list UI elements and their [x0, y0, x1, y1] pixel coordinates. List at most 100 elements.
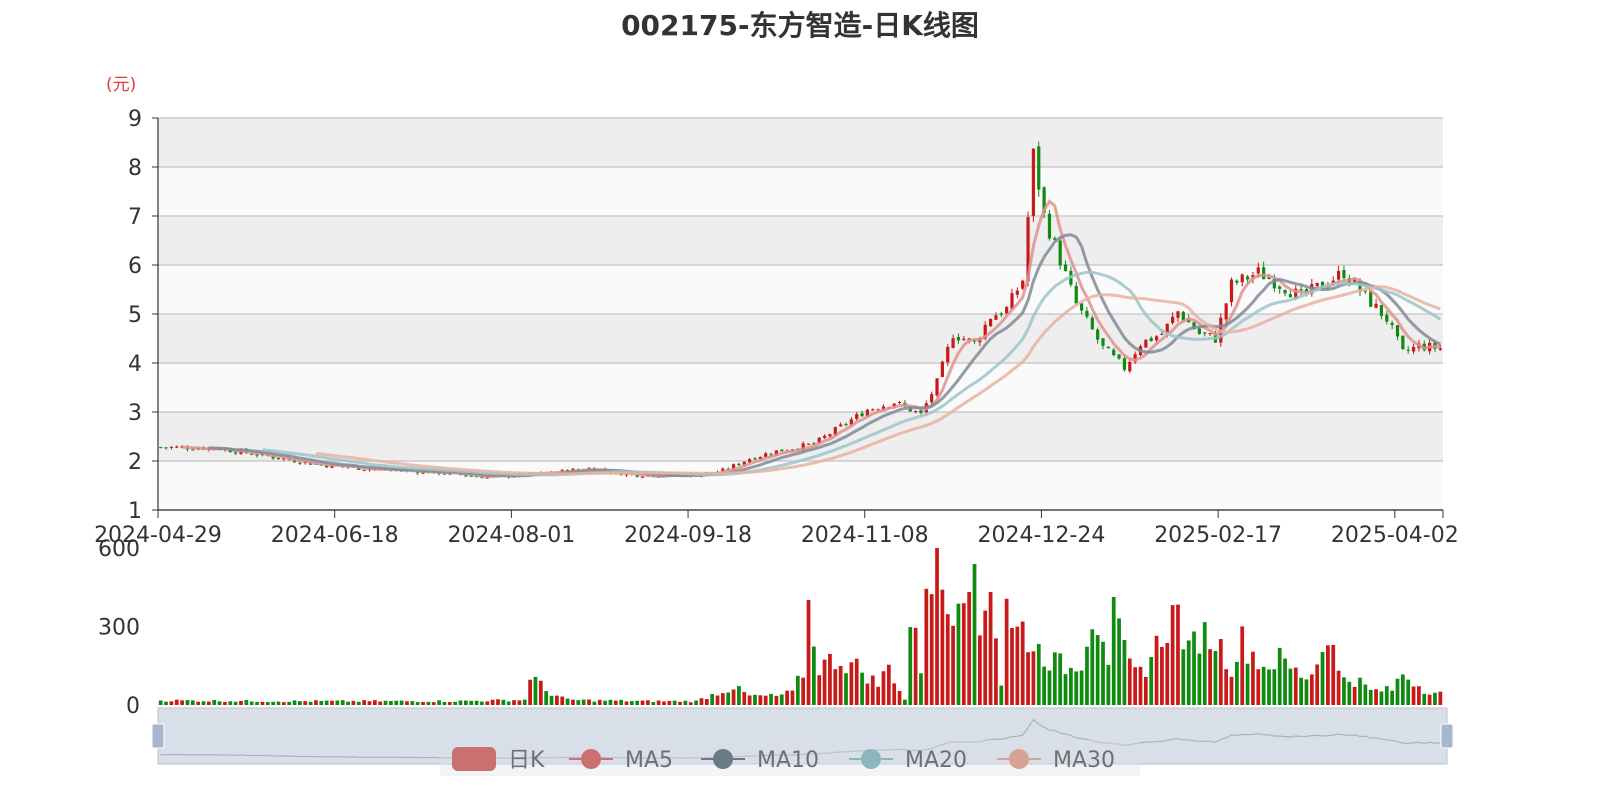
volume-bar	[865, 683, 870, 705]
volume-bar	[710, 693, 715, 705]
volume-bar	[1320, 652, 1325, 705]
legend-dot-icon	[581, 749, 601, 769]
volume-bar	[908, 627, 913, 705]
volume-bar	[683, 700, 688, 705]
volume-bar	[367, 701, 372, 705]
volume-bar	[308, 701, 313, 705]
candle-body	[844, 424, 848, 426]
volume-bar	[164, 701, 168, 705]
candle-body	[1085, 310, 1089, 317]
volume-bar	[1352, 686, 1357, 705]
volume-bar	[870, 675, 875, 705]
datazoom-right-handle[interactable]	[1440, 723, 1454, 749]
volume-tick-label: 0	[126, 694, 140, 719]
volume-bar	[463, 700, 468, 705]
candle-body	[1128, 361, 1132, 372]
volume-bar	[281, 702, 286, 705]
candle-body	[828, 434, 832, 437]
volume-bar	[271, 701, 275, 705]
volume-bar	[330, 700, 334, 705]
volume-bar	[597, 699, 602, 705]
volume-bar	[1085, 646, 1089, 705]
volume-bar	[501, 699, 506, 705]
volume-bar	[1192, 631, 1196, 705]
candle-body	[1358, 281, 1362, 292]
volume-bar	[667, 700, 672, 705]
volume-bar	[490, 699, 495, 705]
volume-bar	[1406, 679, 1411, 705]
candle-body	[1122, 358, 1127, 370]
volume-bar	[265, 701, 270, 705]
volume-bar	[726, 692, 731, 705]
volume-bar	[528, 679, 532, 705]
candle-body	[1272, 278, 1276, 289]
volume-bar	[844, 673, 848, 705]
volume-bar	[458, 700, 463, 705]
volume-bar	[704, 699, 709, 705]
candle-body	[1438, 348, 1442, 350]
volume-bar	[812, 646, 816, 705]
volume-bar	[533, 676, 538, 705]
candle-body	[1278, 286, 1282, 289]
price-band	[158, 216, 1443, 265]
volume-bar	[356, 701, 361, 705]
candle-body	[1240, 274, 1244, 283]
volume-bars	[158, 548, 1443, 705]
legend-item-label: 日K	[508, 748, 545, 773]
volume-bar	[646, 700, 650, 705]
legend-dot-icon	[1009, 749, 1029, 769]
candle-body	[1385, 314, 1389, 322]
volume-bar	[206, 701, 211, 705]
volume-bar	[555, 695, 559, 705]
price-tick-label: 1	[128, 499, 142, 524]
volume-bar	[1224, 669, 1229, 705]
candle-body	[812, 443, 816, 445]
volume-bar	[838, 665, 843, 705]
candle-body	[1203, 332, 1207, 334]
price-tick-label: 6	[128, 254, 142, 279]
volume-bar	[319, 700, 324, 705]
candle-body	[1288, 294, 1293, 298]
volume-bar	[876, 686, 881, 705]
candle-body	[1224, 303, 1228, 320]
candle-body	[1299, 289, 1303, 291]
volume-bar	[576, 700, 581, 705]
price-band	[158, 314, 1443, 363]
candle-body	[1042, 187, 1046, 213]
volume-bar	[1379, 691, 1384, 705]
volume-bar	[228, 701, 233, 705]
volume-bar	[249, 701, 254, 705]
volume-bar	[603, 700, 607, 705]
volume-bar	[945, 614, 950, 705]
volume-bar	[913, 627, 918, 705]
volume-bar	[1090, 629, 1095, 705]
candle-body	[1315, 282, 1319, 287]
volume-bar	[185, 700, 190, 705]
volume-bar	[340, 700, 345, 705]
volume-bar	[512, 700, 516, 705]
volume-bar	[940, 589, 945, 705]
datazoom-slider[interactable]	[151, 707, 1454, 765]
candle-body	[282, 458, 286, 460]
volume-bar	[314, 700, 318, 705]
price-tick-label: 3	[128, 401, 142, 426]
volume-bar	[1181, 649, 1186, 705]
volume-bar	[587, 699, 591, 705]
candle-body	[250, 453, 254, 455]
volume-bar	[303, 701, 308, 705]
price-tick-label: 4	[128, 352, 142, 377]
volume-bar	[1288, 668, 1293, 705]
date-tick-label: 2024-11-08	[801, 523, 929, 548]
candle-body	[1283, 290, 1287, 294]
volume-bar	[1106, 664, 1111, 705]
volume-bar	[1149, 657, 1154, 705]
datazoom-left-handle[interactable]	[151, 723, 165, 749]
volume-bar	[1176, 604, 1180, 705]
volume-bar	[924, 588, 929, 705]
date-tick-label: 2024-06-18	[271, 523, 399, 548]
volume-bar	[624, 701, 629, 705]
volume-bar	[662, 701, 666, 705]
volume-bar	[1309, 674, 1314, 705]
volume-bar	[828, 653, 832, 705]
volume-bar	[897, 691, 902, 705]
